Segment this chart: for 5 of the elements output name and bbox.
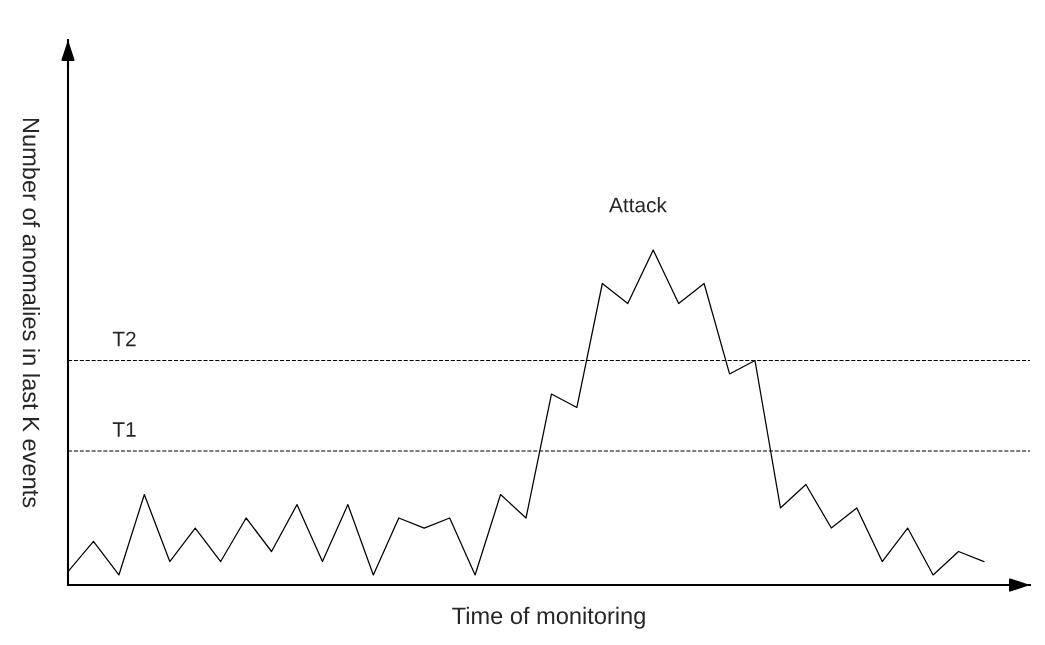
y-axis-title: Number of anomalies in last K events — [22, 118, 41, 508]
ref-line-label: T2 — [112, 331, 136, 347]
text: Attack — [609, 197, 667, 213]
x-axis-title: Time of monitoring — [452, 606, 645, 629]
ref-line-label: T1 — [112, 422, 136, 437]
